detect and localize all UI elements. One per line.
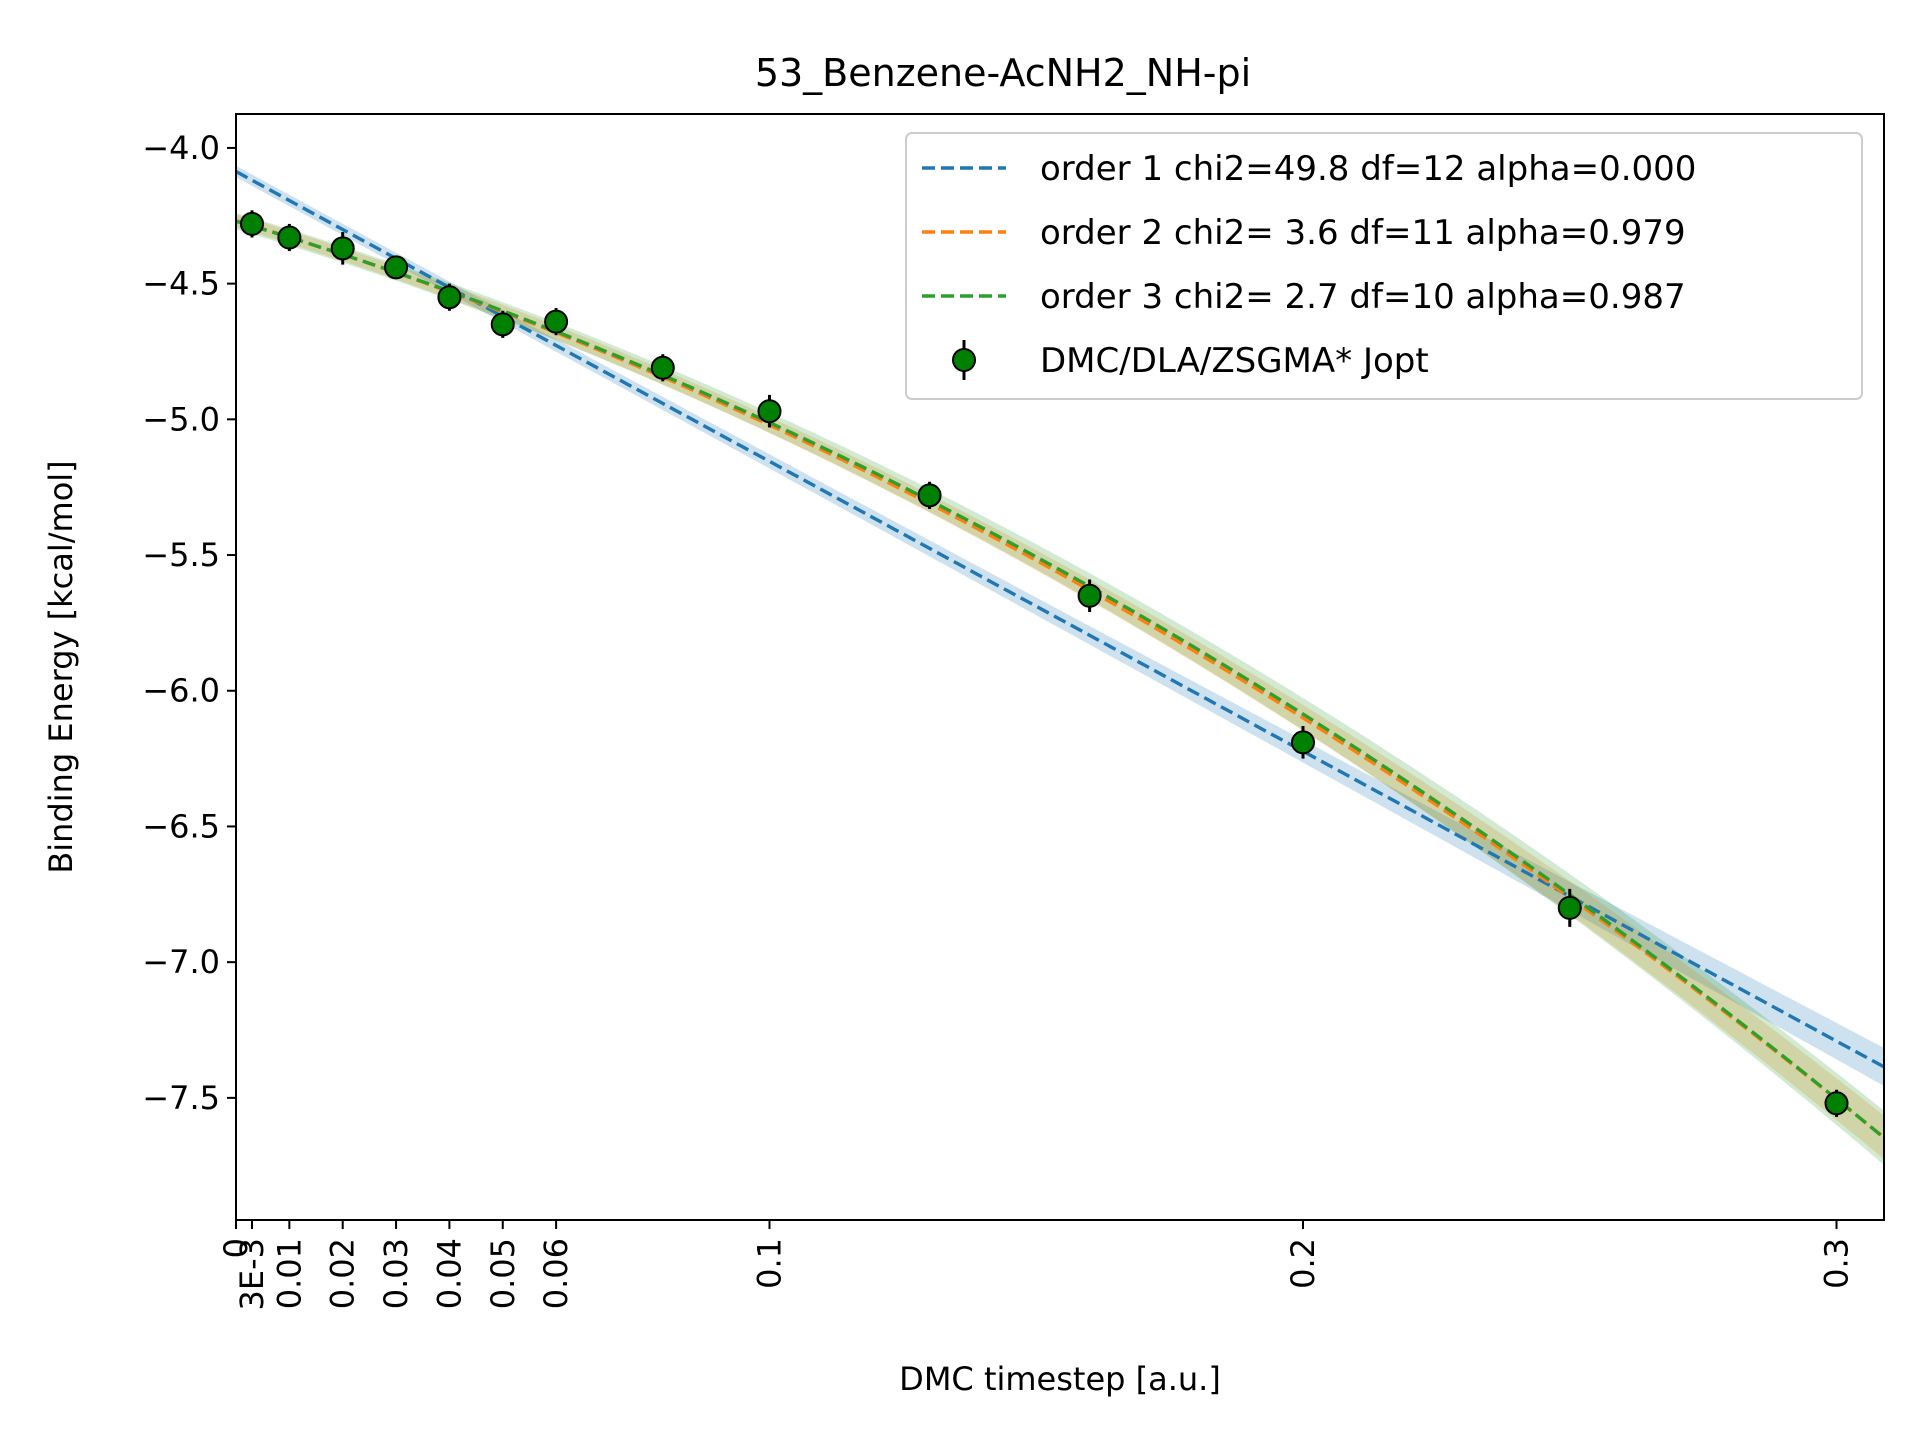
x-tick-label: 0.1 xyxy=(751,1238,789,1289)
x-tick-label: 0 xyxy=(217,1238,255,1258)
legend-label: order 1 chi2=49.8 df=12 alpha=0.000 xyxy=(1040,149,1696,189)
data-point xyxy=(650,355,675,380)
x-axis-title: DMC timestep [a.u.] xyxy=(899,1360,1221,1398)
legend-label: DMC/DLA/ZSGMA* Jopt xyxy=(1040,341,1429,381)
data-point xyxy=(330,236,355,261)
data-point xyxy=(277,225,302,250)
fit-line-order-3 xyxy=(235,219,1886,1140)
y-tick-label: −6.0 xyxy=(142,672,220,710)
data-point xyxy=(757,399,782,424)
x-tick-label: 0.05 xyxy=(484,1238,522,1309)
data-point xyxy=(917,483,942,508)
data-point xyxy=(490,312,515,337)
y-tick-label: −4.0 xyxy=(142,129,220,167)
legend: order 1 chi2=49.8 df=12 alpha=0.000 order… xyxy=(905,132,1863,400)
legend-marker xyxy=(952,348,976,372)
chart-title: 53_Benzene-AcNH2_NH-pi xyxy=(755,51,1251,95)
x-tick-label: 0.2 xyxy=(1284,1238,1322,1289)
x-tick-label: 0.02 xyxy=(324,1238,362,1309)
fit-band-order-1 xyxy=(236,165,1884,1086)
y-tick-label: −7.0 xyxy=(142,943,220,981)
legend-label: order 3 chi2= 2.7 df=10 alpha=0.987 xyxy=(1040,277,1686,317)
y-axis-title: Binding Energy [kcal/mol] xyxy=(42,460,80,873)
data-point xyxy=(544,309,569,334)
y-tick-label: −5.0 xyxy=(142,400,220,438)
data-point xyxy=(1291,730,1316,755)
x-tick-label: 0.03 xyxy=(377,1238,415,1309)
data-point xyxy=(384,255,409,280)
y-tick-label: −7.5 xyxy=(142,1079,220,1117)
data-point xyxy=(1557,895,1582,920)
y-axis: −4.0 −4.5 −5.0 −5.5 −6.0 −6.5 −7.0 −7.5 xyxy=(142,129,236,1117)
x-tick-label: 0.01 xyxy=(270,1238,308,1309)
y-tick-label: −6.5 xyxy=(142,807,220,845)
data-points xyxy=(240,210,1849,1117)
y-tick-label: −5.5 xyxy=(142,536,220,574)
data-point xyxy=(1077,583,1102,608)
x-axis: 03E-3 0.01 0.02 0.03 0.04 0.05 0.06 0.1 0.2 0.3 xyxy=(217,1220,1856,1310)
legend-box xyxy=(905,132,1863,400)
plot-frame xyxy=(235,113,1885,1221)
x-tick-label: 0.06 xyxy=(537,1238,575,1309)
x-tick-label: 0.04 xyxy=(430,1238,468,1309)
legend-label: order 2 chi2= 3.6 df=11 alpha=0.979 xyxy=(1040,213,1686,253)
data-point xyxy=(437,285,462,310)
y-tick-label: −4.5 xyxy=(142,265,220,303)
fit-confidence-bands xyxy=(236,165,1884,1166)
x-tick-label: 0.3 xyxy=(1818,1238,1856,1289)
data-point xyxy=(240,211,265,236)
data-point xyxy=(1824,1091,1849,1116)
x-tick-label: 3E-3 xyxy=(233,1238,271,1310)
